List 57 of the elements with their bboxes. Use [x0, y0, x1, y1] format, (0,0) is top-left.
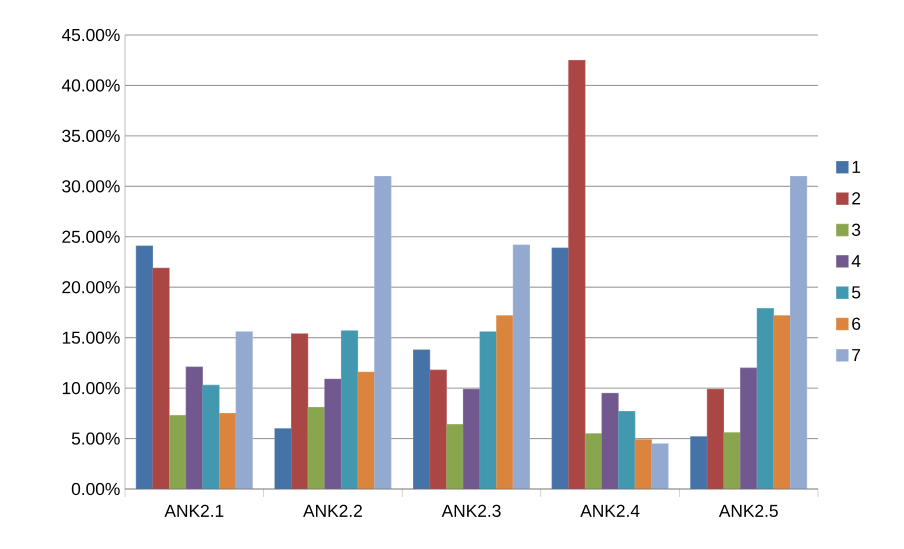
- bar: [202, 384, 220, 490]
- bar: [634, 439, 652, 490]
- bar: [756, 308, 774, 490]
- y-tick-label: 35.00%: [62, 130, 120, 142]
- bar: [430, 370, 447, 490]
- bar: [236, 331, 253, 490]
- y-tick-label: 20.00%: [62, 281, 120, 294]
- x-tick-label: ANK2.2: [303, 504, 362, 517]
- legend-label: 5: [852, 286, 860, 298]
- bar: [413, 349, 430, 490]
- bar: [358, 372, 375, 490]
- y-tick-label: 30.00%: [62, 180, 120, 192]
- bar: [584, 433, 602, 490]
- x-tick-label: ANK2.3: [442, 504, 501, 517]
- bar: [446, 424, 464, 490]
- legend-label: 7: [852, 349, 860, 361]
- bar: [218, 413, 236, 490]
- legend-label: 4: [852, 255, 860, 268]
- bar: [790, 176, 808, 490]
- bar: [308, 406, 325, 490]
- bar: [496, 315, 514, 490]
- legend-label: 1: [852, 160, 860, 173]
- bar: [462, 388, 480, 490]
- x-tick-label: ANK2.5: [718, 504, 778, 517]
- bar: [186, 366, 203, 490]
- bar: [512, 244, 530, 490]
- bar: [324, 378, 342, 490]
- bar: [723, 432, 741, 490]
- x-tick-label: ANK2.1: [164, 504, 224, 517]
- y-tick-label: 5.00%: [72, 432, 120, 445]
- y-tick-label: 0.00%: [72, 482, 120, 496]
- legend-label: 2: [852, 192, 860, 204]
- bar: [568, 60, 586, 490]
- bar: [690, 436, 708, 490]
- y-tick-label: 45.00%: [62, 28, 120, 42]
- bar: [152, 268, 170, 490]
- bar: [552, 248, 569, 490]
- y-tick-label: 40.00%: [62, 79, 120, 92]
- legend-label: 6: [852, 318, 860, 330]
- bar: [274, 428, 292, 490]
- bar: [773, 315, 791, 490]
- bar: [374, 176, 392, 490]
- bar: [136, 246, 153, 490]
- y-tick-label: 15.00%: [62, 332, 120, 344]
- bar: [340, 330, 358, 490]
- legend-label: 3: [852, 224, 860, 236]
- y-tick-label: 25.00%: [62, 230, 120, 243]
- y-tick-label: 10.00%: [62, 382, 120, 394]
- bar: [291, 333, 308, 490]
- bar: [651, 443, 669, 490]
- bar: [706, 388, 724, 490]
- bar: [740, 368, 758, 490]
- bar: [480, 331, 497, 490]
- bar: [618, 411, 636, 490]
- bar: [602, 392, 619, 490]
- x-tick-label: ANK2.4: [580, 504, 640, 517]
- bar: [169, 415, 186, 490]
